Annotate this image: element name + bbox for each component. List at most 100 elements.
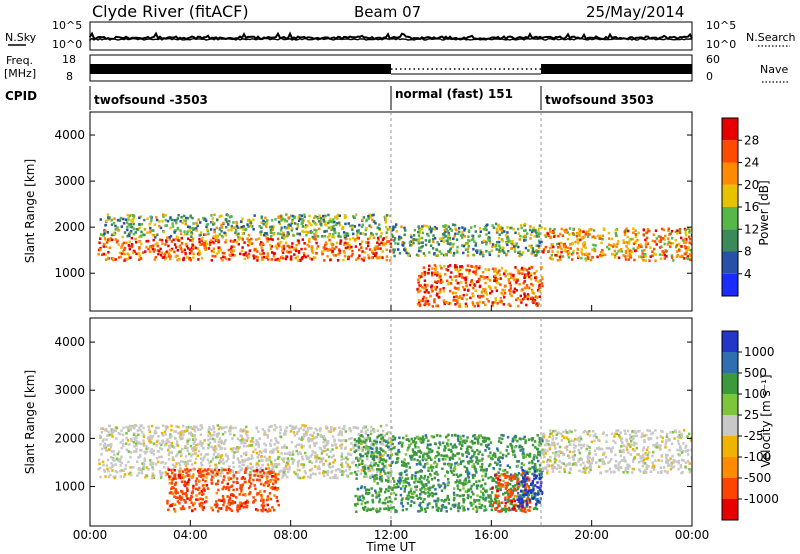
heatmap-cell bbox=[484, 276, 487, 279]
heatmap-cell bbox=[273, 443, 276, 446]
heatmap-cell bbox=[403, 458, 406, 461]
heatmap-cell bbox=[491, 243, 495, 246]
heatmap-cell bbox=[344, 237, 347, 241]
heatmap-cell bbox=[580, 248, 584, 251]
heatmap-cell bbox=[213, 213, 216, 217]
heatmap-cell bbox=[644, 255, 647, 258]
heatmap-cell bbox=[584, 233, 587, 236]
heatmap-cell bbox=[523, 234, 526, 238]
heatmap-cell bbox=[352, 446, 355, 450]
heatmap-cell bbox=[393, 239, 396, 242]
heatmap-cell bbox=[464, 441, 467, 445]
heatmap-cell bbox=[490, 508, 493, 512]
heatmap-cell bbox=[604, 253, 607, 257]
heatmap-cell bbox=[466, 241, 469, 245]
heatmap-cell bbox=[381, 462, 384, 465]
heatmap-cell bbox=[607, 237, 611, 240]
heatmap-cell bbox=[407, 438, 410, 441]
heatmap-cell bbox=[389, 500, 392, 503]
heatmap-cell bbox=[482, 301, 485, 304]
heatmap-cell bbox=[248, 242, 251, 246]
heatmap-cell bbox=[404, 477, 407, 481]
heatmap-cell bbox=[623, 233, 627, 236]
heatmap-cell bbox=[397, 242, 400, 246]
heatmap-cell bbox=[524, 222, 527, 226]
heatmap-cell bbox=[601, 252, 605, 255]
heatmap-cell bbox=[528, 267, 531, 270]
heatmap-cell bbox=[374, 246, 377, 250]
heatmap-cell bbox=[482, 470, 485, 473]
heatmap-cell bbox=[128, 214, 131, 218]
heatmap-cell bbox=[220, 226, 224, 229]
heatmap-cell bbox=[506, 464, 509, 467]
heatmap-cell bbox=[578, 231, 581, 235]
heatmap-cell bbox=[510, 502, 513, 506]
heatmap-cell bbox=[169, 433, 172, 436]
heatmap-cell bbox=[299, 217, 302, 221]
heatmap-cell bbox=[358, 254, 361, 257]
heatmap-cell bbox=[124, 218, 128, 221]
heatmap-cell bbox=[365, 446, 368, 450]
heatmap-cell bbox=[662, 228, 665, 232]
heatmap-cell bbox=[378, 460, 381, 464]
heatmap-cell bbox=[335, 241, 339, 245]
heatmap-cell bbox=[344, 461, 348, 464]
heatmap-cell bbox=[334, 231, 337, 234]
heatmap-cell bbox=[503, 251, 506, 255]
heatmap-cell bbox=[183, 430, 186, 433]
heatmap-cell bbox=[198, 492, 201, 495]
heatmap-cell bbox=[332, 429, 335, 432]
heatmap-cell bbox=[472, 247, 475, 251]
heatmap-cell bbox=[184, 500, 187, 503]
heatmap-cell bbox=[178, 473, 182, 477]
heatmap-cell bbox=[280, 240, 283, 244]
heatmap-cell bbox=[296, 468, 299, 472]
heatmap-cell bbox=[262, 252, 265, 255]
heatmap-cell bbox=[103, 468, 106, 472]
heatmap-cell bbox=[331, 226, 334, 230]
heatmap-cell bbox=[291, 462, 294, 465]
heatmap-cell bbox=[471, 439, 474, 443]
heatmap-cell bbox=[169, 255, 172, 258]
heatmap-cell bbox=[659, 238, 663, 241]
heatmap-cell bbox=[601, 253, 605, 257]
heatmap-cell bbox=[210, 428, 213, 431]
heatmap-cell bbox=[284, 429, 287, 432]
heatmap-cell bbox=[424, 434, 428, 437]
heatmap-cell bbox=[210, 470, 213, 473]
heatmap-cell bbox=[179, 476, 182, 480]
heatmap-cell bbox=[467, 244, 470, 248]
heatmap-cell bbox=[325, 425, 328, 428]
heatmap-cell bbox=[433, 492, 436, 496]
heatmap-cell bbox=[192, 473, 195, 476]
heatmap-cell bbox=[472, 303, 475, 306]
heatmap-cell bbox=[281, 233, 284, 236]
heatmap-cell bbox=[435, 502, 438, 506]
heatmap-cell bbox=[256, 440, 259, 444]
heatmap-cell bbox=[361, 435, 365, 438]
heatmap-cell bbox=[220, 230, 223, 233]
heatmap-cell bbox=[290, 245, 294, 249]
heatmap-cell bbox=[433, 252, 436, 255]
heatmap-cell bbox=[683, 238, 686, 241]
heatmap-cell bbox=[456, 479, 459, 482]
heatmap-cell bbox=[370, 425, 373, 429]
heatmap-cell bbox=[243, 428, 246, 431]
heatmap-cell bbox=[397, 485, 400, 489]
heatmap-cell bbox=[523, 469, 526, 473]
heatmap-cell bbox=[337, 252, 340, 256]
heatmap-cell bbox=[282, 247, 286, 250]
heatmap-cell bbox=[164, 258, 167, 261]
heatmap-cell bbox=[375, 440, 378, 444]
heatmap-cell bbox=[464, 248, 468, 251]
heatmap-cell bbox=[269, 509, 272, 512]
heatmap-cell bbox=[462, 459, 465, 463]
heatmap-cell bbox=[248, 249, 251, 253]
heatmap-cell bbox=[411, 474, 414, 477]
heatmap-cell bbox=[497, 281, 500, 285]
heatmap-cell bbox=[503, 291, 507, 295]
heatmap-cell bbox=[427, 451, 431, 454]
heatmap-cell bbox=[495, 289, 499, 292]
heatmap-cell bbox=[117, 450, 121, 454]
heatmap-cell bbox=[467, 476, 470, 479]
